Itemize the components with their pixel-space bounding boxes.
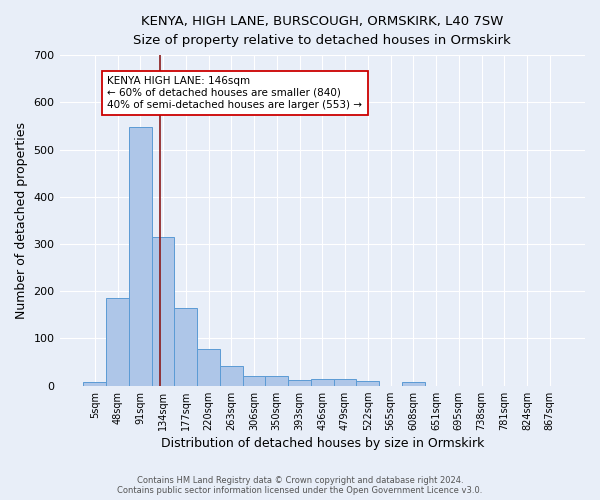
X-axis label: Distribution of detached houses by size in Ormskirk: Distribution of detached houses by size … <box>161 437 484 450</box>
Bar <box>175 308 197 386</box>
Title: KENYA, HIGH LANE, BURSCOUGH, ORMSKIRK, L40 7SW
Size of property relative to deta: KENYA, HIGH LANE, BURSCOUGH, ORMSKIRK, L… <box>133 15 511 47</box>
Text: Contains HM Land Registry data © Crown copyright and database right 2024.
Contai: Contains HM Land Registry data © Crown c… <box>118 476 482 495</box>
Bar <box>83 382 106 386</box>
Bar <box>197 350 220 386</box>
Y-axis label: Number of detached properties: Number of detached properties <box>15 122 28 319</box>
Bar <box>220 366 242 386</box>
Bar <box>311 378 334 386</box>
Bar <box>402 382 425 386</box>
Bar <box>334 378 356 386</box>
Bar <box>265 376 288 386</box>
Bar <box>152 237 175 386</box>
Bar <box>356 381 379 386</box>
Text: KENYA HIGH LANE: 146sqm
← 60% of detached houses are smaller (840)
40% of semi-d: KENYA HIGH LANE: 146sqm ← 60% of detache… <box>107 76 362 110</box>
Bar <box>242 376 265 386</box>
Bar <box>288 380 311 386</box>
Bar <box>106 298 129 386</box>
Bar <box>129 127 152 386</box>
